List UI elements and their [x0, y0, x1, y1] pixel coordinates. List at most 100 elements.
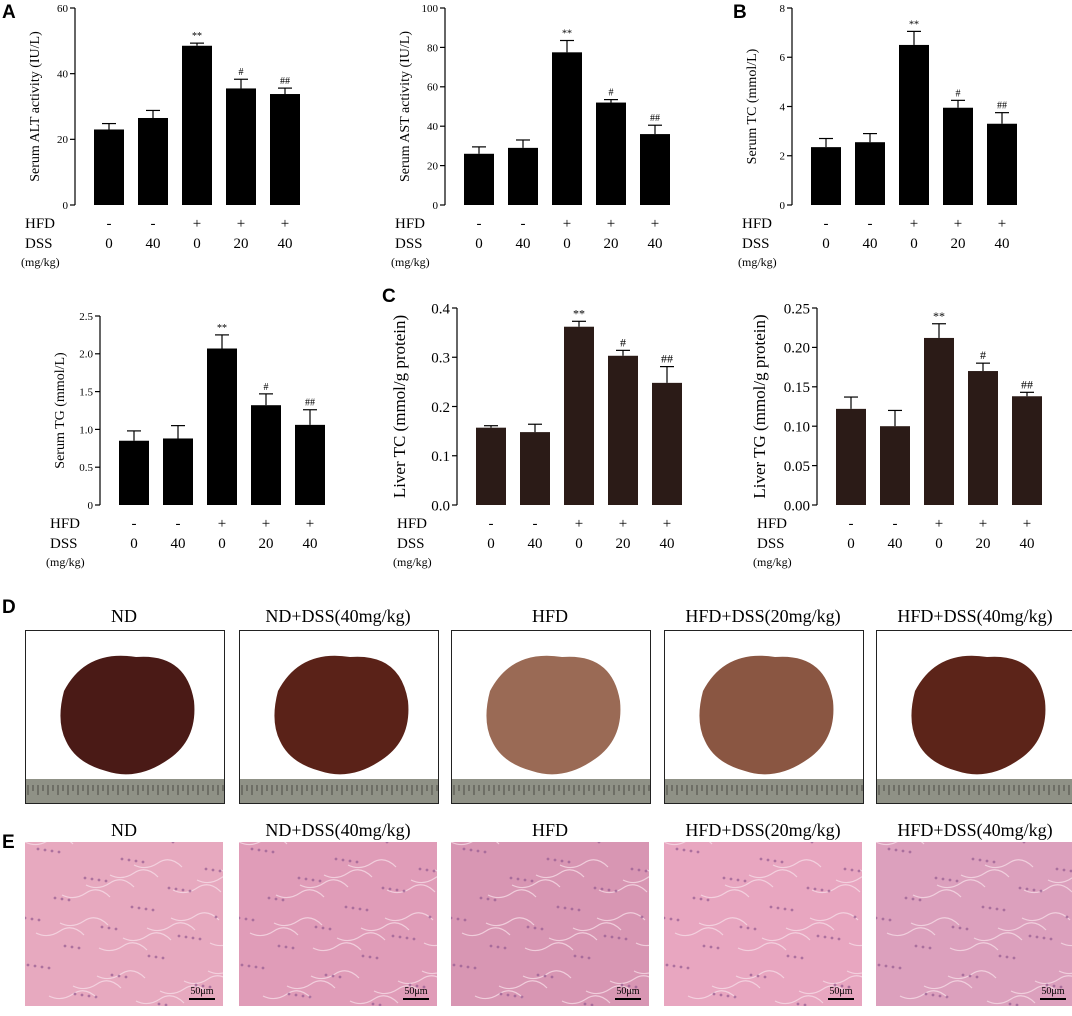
- histology-image: 50μm: [876, 842, 1072, 1006]
- significance-label: **: [192, 31, 202, 42]
- bar: [924, 337, 954, 505]
- ruler-ticks: [453, 785, 650, 795]
- significance-label: ##: [1021, 377, 1033, 391]
- y-tick-label: 20: [427, 160, 439, 172]
- nuclei: [451, 842, 648, 1006]
- bar: [182, 45, 212, 206]
- hfd-mark: +: [306, 516, 314, 532]
- bar: [652, 382, 682, 505]
- hfd-mark: +: [935, 516, 943, 532]
- dss-dose: 40: [146, 236, 161, 252]
- bar: [94, 129, 124, 205]
- y-tick-label: 4: [780, 101, 786, 113]
- y-tick-label: 0.3: [431, 351, 450, 367]
- hfd-mark: -: [489, 516, 494, 532]
- hfd-mark: +: [281, 216, 289, 232]
- y-tick-label: 40: [57, 69, 69, 81]
- chart-liver-tc: 0.0 0.1 0.2 0.3 0.4 Liver TC (mmol/g protein)…: [390, 301, 682, 569]
- panel-letter-c: C: [382, 286, 396, 307]
- liver-photo-title: HFD+DSS(40mg/kg): [897, 606, 1053, 626]
- dss-dose: 0: [130, 536, 138, 552]
- panel-letter-d: D: [2, 597, 16, 618]
- y-tick-label: 2.5: [79, 311, 93, 323]
- row-label-hfd: HFD: [397, 516, 427, 532]
- y-tick-label: 0: [88, 500, 94, 512]
- bar: [226, 88, 256, 205]
- y-tick-label: 1.0: [79, 424, 93, 436]
- dss-dose: 40: [528, 536, 543, 552]
- dss-dose: 0: [563, 236, 571, 252]
- liver-specimen: [911, 655, 1046, 775]
- row-label-hfd: HFD: [395, 216, 425, 232]
- bar: [207, 348, 237, 505]
- bar: [640, 134, 670, 205]
- row-label-dss: DSS: [395, 236, 423, 252]
- scale-bar: 50μm: [189, 986, 215, 1000]
- bar: [968, 371, 998, 505]
- row-label-hfd: HFD: [757, 516, 787, 532]
- y-tick-label: 0.20: [784, 341, 810, 357]
- hfd-mark: +: [998, 216, 1006, 232]
- tissue-texture: [239, 842, 437, 1005]
- nuclei: [239, 842, 436, 1006]
- bar: [138, 117, 168, 205]
- hfd-mark: +: [663, 516, 671, 532]
- significance-label: #: [620, 335, 626, 349]
- bar: [899, 44, 929, 205]
- significance-label: ##: [305, 398, 315, 409]
- liver-specimen: [699, 655, 834, 775]
- dss-dose: 20: [976, 536, 991, 552]
- bar: [552, 52, 582, 206]
- significance-label: #: [239, 67, 244, 78]
- hfd-mark: +: [607, 216, 615, 232]
- y-axis-label: Liver TC (mmol/g protein): [390, 315, 409, 498]
- hfd-mark: +: [575, 516, 583, 532]
- liver-photo: [239, 630, 439, 804]
- hfd-mark: -: [132, 516, 137, 532]
- row-label-dss-unit: (mg/kg): [738, 255, 777, 269]
- scale-bar: 50μm: [615, 986, 641, 1000]
- liver-photo-title: ND+DSS(40mg/kg): [265, 606, 411, 626]
- scale-bar-label: 50μm: [404, 986, 428, 997]
- ruler-ticks: [27, 785, 224, 795]
- dss-dose: 40: [303, 536, 318, 552]
- scale-bar: 50μm: [403, 986, 429, 1000]
- bar: [608, 355, 638, 505]
- ruler: [26, 779, 224, 803]
- hfd-mark: +: [1023, 516, 1031, 532]
- row-label-dss: DSS: [397, 536, 425, 552]
- significance-label: #: [264, 382, 269, 393]
- dss-dose: 0: [575, 536, 583, 552]
- histology-image: 50μm: [25, 842, 223, 1006]
- bar: [943, 107, 973, 205]
- ruler-ticks: [666, 785, 863, 795]
- row-label-dss: DSS: [757, 536, 785, 552]
- hfd-mark: -: [868, 216, 873, 232]
- dss-dose: 0: [822, 236, 830, 252]
- bar: [508, 147, 538, 205]
- dss-dose: 0: [475, 236, 483, 252]
- y-tick-label: 0.15: [784, 380, 810, 396]
- liver-photo-title: ND: [111, 606, 137, 626]
- liver-specimen: [60, 655, 195, 775]
- nuclei: [664, 842, 861, 1006]
- histology-title: ND: [111, 820, 137, 840]
- nuclei: [876, 842, 1072, 1006]
- scale-bar-label: 50μm: [616, 986, 640, 997]
- row-label-dss-unit: (mg/kg): [46, 555, 85, 569]
- dss-dose: 0: [105, 236, 113, 252]
- significance-label: #: [609, 88, 614, 99]
- ruler: [452, 779, 650, 803]
- ruler: [240, 779, 438, 803]
- bar: [119, 440, 149, 505]
- row-label-dss: DSS: [50, 536, 78, 552]
- y-tick-label: 40: [427, 121, 439, 133]
- dss-dose: 40: [995, 236, 1010, 252]
- row-label-hfd: HFD: [25, 216, 55, 232]
- histology-image: 50μm: [239, 842, 437, 1006]
- y-tick-label: 0.25: [784, 301, 810, 317]
- dss-dose: 40: [278, 236, 293, 252]
- dss-dose: 20: [616, 536, 631, 552]
- scale-bar-line: [189, 998, 215, 1000]
